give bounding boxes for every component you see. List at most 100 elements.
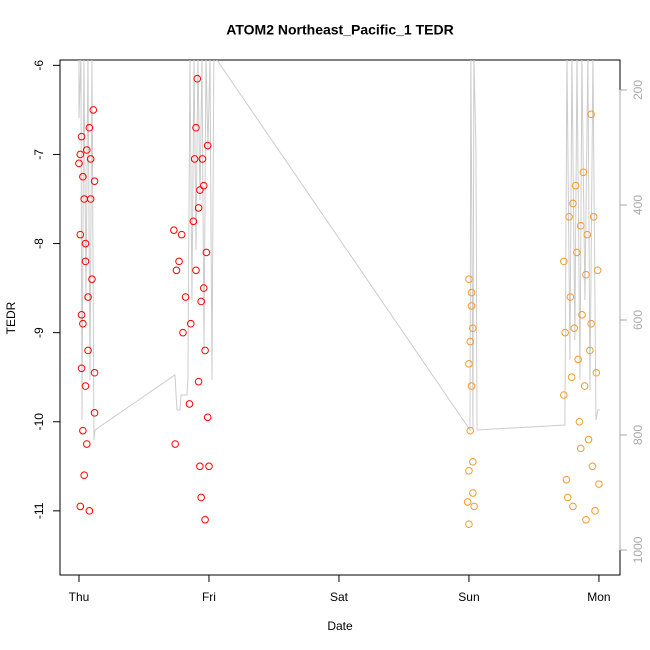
point <box>196 462 204 471</box>
y2-tick-label: 200 <box>631 80 645 100</box>
point <box>197 297 205 306</box>
y2-tick-label: 400 <box>631 195 645 215</box>
point <box>90 368 99 377</box>
point <box>80 471 88 480</box>
point <box>85 123 94 132</box>
point <box>202 248 211 257</box>
point <box>561 328 569 337</box>
point <box>466 337 475 346</box>
point <box>591 507 599 515</box>
x-tick-label: Sun <box>458 590 479 604</box>
y2-tick-label: 800 <box>631 425 645 445</box>
point <box>465 520 473 529</box>
point <box>84 346 92 355</box>
point <box>586 346 594 355</box>
point <box>77 132 86 141</box>
point <box>578 311 586 319</box>
point <box>77 364 86 373</box>
y-tick-label: -11 <box>32 502 46 519</box>
point <box>569 502 577 511</box>
point <box>88 275 96 283</box>
y-tick-label: -6 <box>32 60 46 71</box>
point <box>576 221 585 230</box>
point <box>76 502 85 511</box>
point <box>81 382 90 390</box>
point <box>86 195 95 203</box>
point <box>463 498 472 506</box>
point <box>203 413 212 422</box>
point <box>186 319 195 328</box>
point <box>569 199 577 208</box>
point <box>197 493 205 502</box>
point <box>77 311 86 319</box>
point <box>467 288 476 297</box>
point <box>584 435 593 444</box>
point <box>199 284 208 292</box>
point <box>86 155 95 163</box>
point <box>566 293 575 301</box>
point <box>172 266 181 275</box>
point <box>82 146 91 154</box>
y-tick-label: -10 <box>32 413 46 431</box>
point <box>179 328 187 337</box>
point <box>190 155 199 163</box>
point <box>90 177 99 185</box>
point <box>560 391 568 399</box>
point <box>469 324 477 332</box>
point <box>583 230 592 239</box>
point <box>201 515 209 524</box>
point <box>575 417 584 426</box>
point <box>570 324 579 332</box>
y2-tick-label: 1000 <box>631 536 645 563</box>
point <box>573 248 581 257</box>
point <box>465 275 473 283</box>
point <box>565 213 573 221</box>
point <box>192 266 200 275</box>
point <box>465 360 473 368</box>
point <box>79 319 87 328</box>
x-tick-label: Thu <box>69 590 90 604</box>
point <box>170 226 178 234</box>
x-tick-label: Sat <box>330 590 349 604</box>
point <box>205 462 213 471</box>
point <box>580 382 589 390</box>
y-tick-label: -8 <box>32 238 46 249</box>
point <box>79 172 87 181</box>
x-tick-label: Mon <box>587 590 610 604</box>
point <box>571 181 580 190</box>
point <box>562 475 571 484</box>
point <box>582 515 590 524</box>
point <box>579 168 588 177</box>
x-axis-label: Date <box>327 619 353 633</box>
chart-title: ATOM2 Northeast_Pacific_1 TEDR <box>226 22 453 38</box>
point <box>199 181 208 190</box>
point <box>185 400 194 408</box>
point <box>588 462 597 471</box>
plot-area <box>75 60 603 529</box>
point <box>466 426 475 435</box>
point <box>592 368 601 377</box>
point <box>467 382 476 390</box>
point <box>189 217 198 226</box>
point <box>582 270 590 279</box>
point <box>470 502 478 511</box>
point <box>177 230 186 239</box>
point <box>593 266 602 275</box>
y-axis-label: TEDR <box>4 301 18 334</box>
point <box>203 141 212 150</box>
point <box>198 155 207 163</box>
point <box>193 74 202 83</box>
point <box>587 319 595 328</box>
point <box>194 204 203 212</box>
point <box>196 186 204 194</box>
point <box>560 257 568 266</box>
point <box>175 257 183 266</box>
point <box>574 355 582 364</box>
point <box>79 426 87 435</box>
plot-box <box>59 59 621 576</box>
point <box>81 239 90 248</box>
point <box>469 489 477 497</box>
point <box>192 123 200 132</box>
point <box>469 458 477 466</box>
